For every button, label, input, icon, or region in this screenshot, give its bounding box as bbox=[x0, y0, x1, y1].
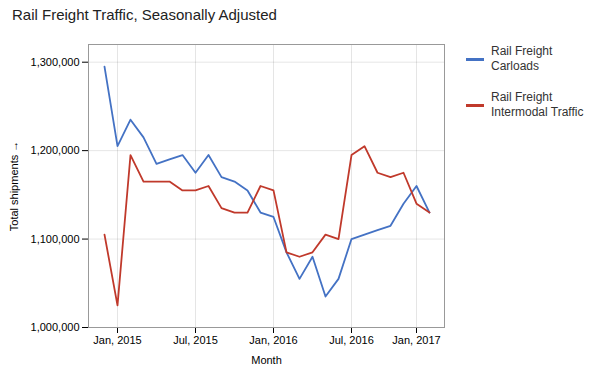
html-text:Rail Freight Traffic, Seasonal: Rail Freight Traffic, Seasonally Adjuste… bbox=[12, 6, 277, 23]
svg-text:Jan, 2015: Jan, 2015 bbox=[93, 334, 141, 346]
svg-text:Jan, 2016: Jan, 2016 bbox=[249, 334, 297, 346]
html-text:Rail Freight Intermodal Traffi: Rail Freight Intermodal Traffic bbox=[491, 90, 584, 119]
svg-text:1,200,000: 1,200,000 bbox=[31, 144, 80, 156]
svg-text:1,300,000: 1,300,000 bbox=[31, 56, 80, 68]
svg-text:Jul, 2015: Jul, 2015 bbox=[173, 334, 218, 346]
svg-text:Total shipments →: Total shipments → bbox=[8, 141, 20, 231]
svg-text:Jul, 2016: Jul, 2016 bbox=[329, 334, 374, 346]
html-text:Rail Freight Carloads: Rail Freight Carloads bbox=[491, 44, 553, 73]
svg-text:Month: Month bbox=[251, 354, 282, 366]
svg-text:Jan, 2017: Jan, 2017 bbox=[392, 334, 440, 346]
svg-text:1,000,000: 1,000,000 bbox=[31, 321, 80, 333]
svg-text:1,100,000: 1,100,000 bbox=[31, 233, 80, 245]
